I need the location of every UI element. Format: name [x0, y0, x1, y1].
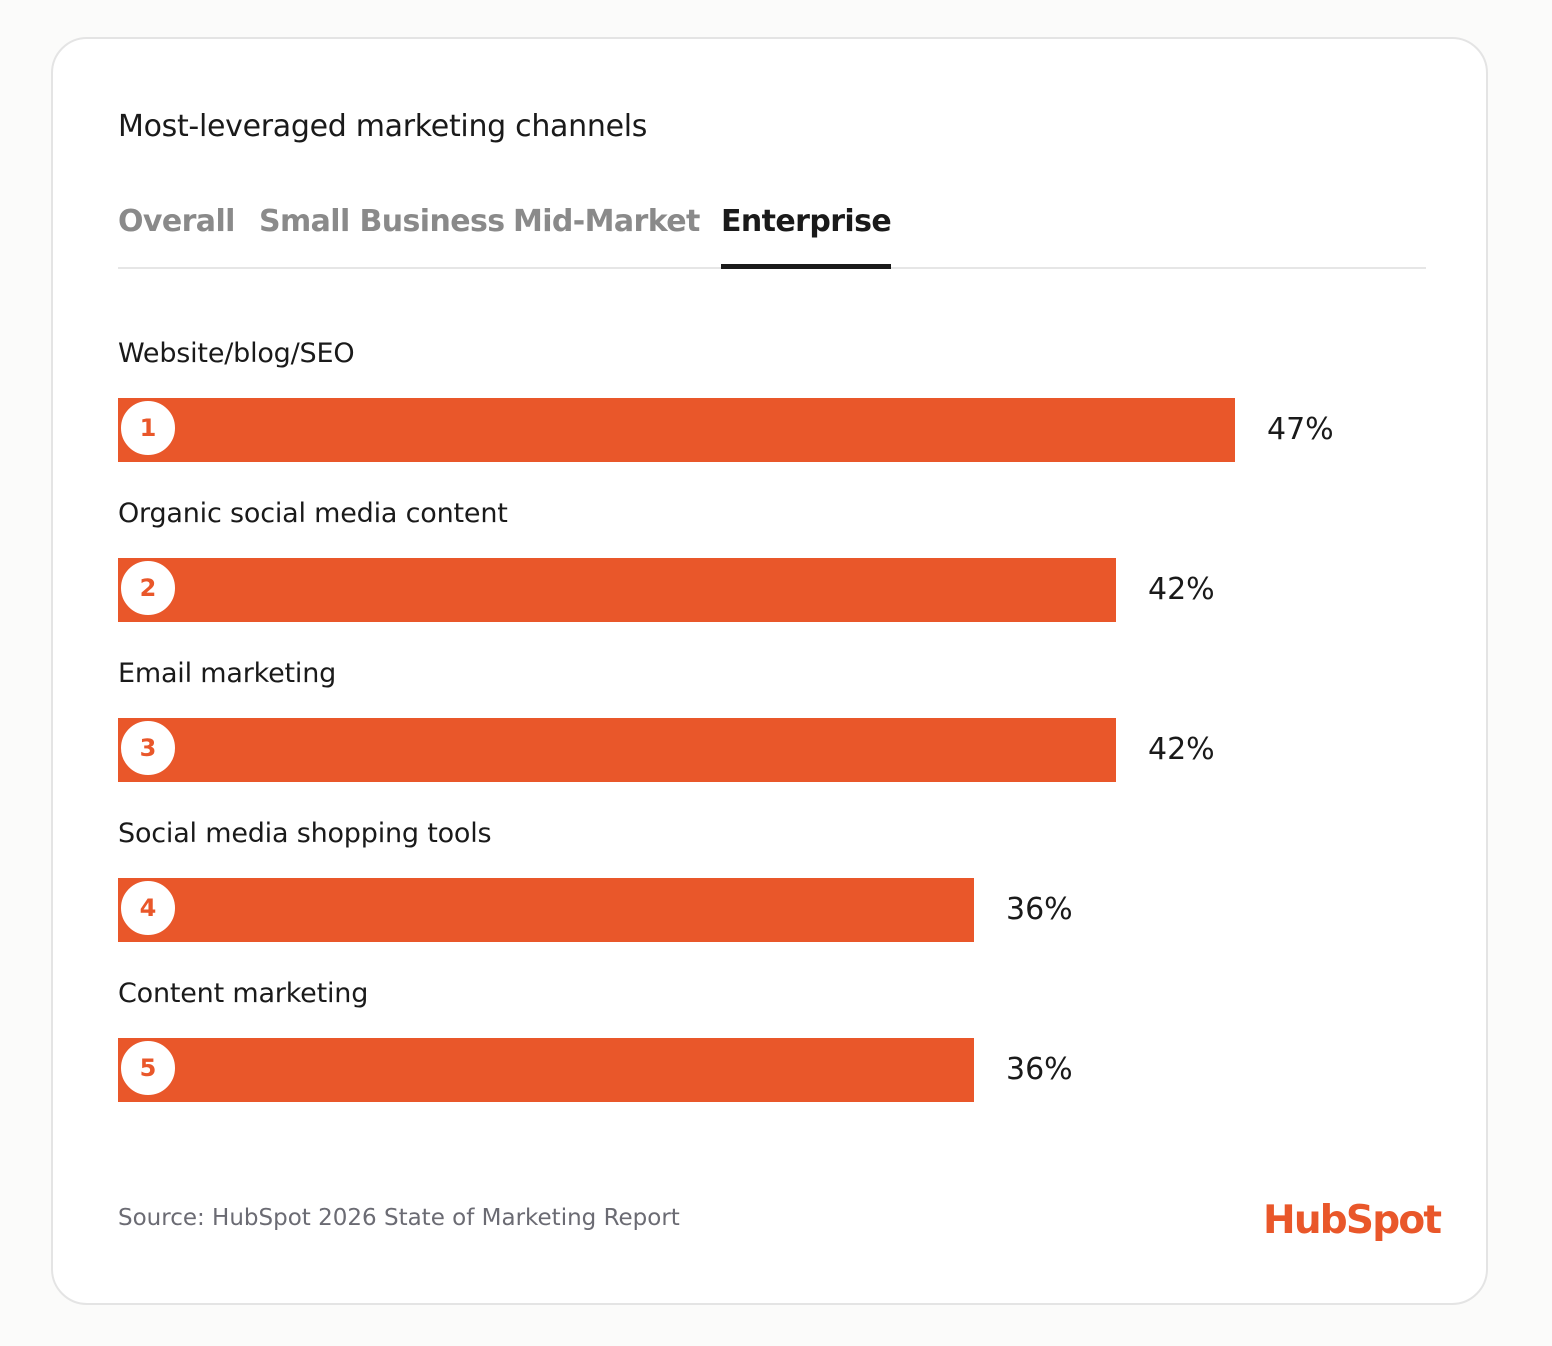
category-label: Social media shopping tools [118, 818, 492, 849]
category-label: Organic social media content [118, 498, 508, 529]
bar-chart: Website/blog/SEO 1 47% Organic social media… [118, 334, 1426, 1134]
segment-tabs: Overall Small Business Mid-Market Enterp… [118, 199, 1426, 269]
value-label: 42% [1148, 732, 1215, 767]
rank-badge: 3 [119, 719, 177, 777]
bar [118, 878, 974, 942]
bar-row: Website/blog/SEO 1 47% [118, 334, 1426, 464]
chart-card: Most-leveraged marketing channels Overal… [51, 37, 1488, 1305]
tab-overall[interactable]: Overall [118, 204, 235, 239]
rank-badge: 5 [119, 1039, 177, 1097]
source-note: Source: HubSpot 2026 State of Marketing … [118, 1205, 680, 1231]
chart-title: Most-leveraged marketing channels [118, 109, 648, 144]
category-label: Email marketing [118, 658, 337, 689]
bar-row: Social media shopping tools 4 36% [118, 814, 1426, 944]
bar [118, 398, 1235, 462]
value-label: 42% [1148, 572, 1215, 607]
bar [118, 718, 1116, 782]
tab-enterprise[interactable]: Enterprise [721, 199, 892, 269]
tab-mid-market[interactable]: Mid-Market [513, 204, 700, 239]
hubspot-logo: HubSpot [1263, 1198, 1442, 1243]
category-label: Content marketing [118, 978, 369, 1009]
bar-row: Content marketing 5 36% [118, 974, 1426, 1104]
rank-badge: 1 [119, 399, 177, 457]
value-label: 36% [1006, 892, 1073, 927]
category-label: Website/blog/SEO [118, 338, 355, 369]
bar [118, 1038, 974, 1102]
value-label: 36% [1006, 1052, 1073, 1087]
value-label: 47% [1267, 412, 1334, 447]
bar [118, 558, 1116, 622]
tab-small-business[interactable]: Small Business [259, 204, 505, 239]
bar-row: Email marketing 3 42% [118, 654, 1426, 784]
rank-badge: 2 [119, 559, 177, 617]
rank-badge: 4 [119, 879, 177, 937]
bar-row: Organic social media content 2 42% [118, 494, 1426, 624]
